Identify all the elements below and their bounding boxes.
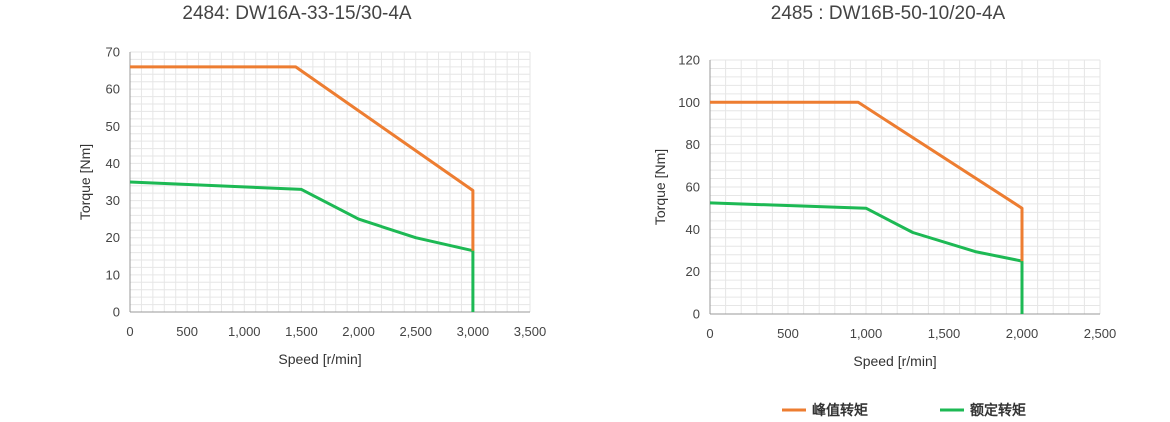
series-line-peak bbox=[710, 100, 1024, 262]
legend: 峰值转矩 额定转矩 bbox=[782, 402, 1026, 418]
x-axis-label: Speed [r/min] bbox=[278, 351, 361, 367]
x-tick-label: 1,500 bbox=[285, 324, 318, 339]
x-tick-label: 500 bbox=[777, 326, 799, 341]
series-line-peak bbox=[130, 65, 475, 251]
y-tick-label: 30 bbox=[106, 193, 120, 208]
x-tick-label: 2,500 bbox=[1084, 326, 1117, 341]
y-tick-label: 40 bbox=[106, 156, 120, 171]
y-tick-label: 60 bbox=[106, 82, 120, 97]
y-tick-label: 100 bbox=[678, 95, 700, 110]
y-tick-label: 20 bbox=[106, 230, 120, 245]
x-tick-label: 2,000 bbox=[1006, 326, 1039, 341]
y-tick-label: 80 bbox=[686, 137, 700, 152]
grid bbox=[129, 51, 531, 313]
chart-title: 2485 : DW16B-50-10/20-4A bbox=[771, 3, 1006, 24]
x-tick-label: 1,500 bbox=[928, 326, 961, 341]
y-tick-label: 10 bbox=[106, 267, 120, 282]
x-tick-label: 2,000 bbox=[342, 324, 375, 339]
chart-2484: 0 500 1,000 1,500 2,000 2,500 3,000 3,500 0 10 20 3… bbox=[77, 3, 546, 367]
series-line-rated bbox=[129, 180, 475, 312]
y-tick-label: 20 bbox=[686, 264, 700, 279]
grid bbox=[709, 59, 1101, 315]
x-tick-label: 1,000 bbox=[228, 324, 261, 339]
chart-title: 2484: DW16A-33-15/30-4A bbox=[182, 3, 412, 24]
x-tick-label: 3,500 bbox=[514, 324, 547, 339]
x-tick-label: 500 bbox=[176, 324, 198, 339]
x-axis-label: Speed [r/min] bbox=[853, 353, 936, 369]
chart-2485: 0 500 1,000 1,500 2,000 2,500 0 20 40 60 80 100 120 2… bbox=[652, 3, 1116, 369]
y-tick-label: 0 bbox=[693, 307, 700, 322]
y-tick-label: 70 bbox=[106, 45, 120, 60]
y-axis-label: Torque [Nm] bbox=[77, 144, 93, 220]
x-tick-label: 3,000 bbox=[457, 324, 490, 339]
y-tick-label: 50 bbox=[106, 119, 120, 134]
x-tick-label: 1,000 bbox=[850, 326, 883, 341]
y-tick-label: 0 bbox=[113, 305, 120, 320]
y-tick-label: 40 bbox=[686, 222, 700, 237]
x-tick-label: 2,500 bbox=[399, 324, 432, 339]
legend-label-rated: 额定转矩 bbox=[970, 402, 1026, 418]
series-line-rated bbox=[709, 201, 1024, 314]
y-tick-label: 60 bbox=[686, 180, 700, 195]
y-axis-label: Torque [Nm] bbox=[652, 149, 668, 225]
x-tick-label: 0 bbox=[706, 326, 713, 341]
legend-label-peak: 峰值转矩 bbox=[812, 402, 868, 418]
y-tick-label: 120 bbox=[678, 53, 700, 68]
x-tick-label: 0 bbox=[126, 324, 133, 339]
